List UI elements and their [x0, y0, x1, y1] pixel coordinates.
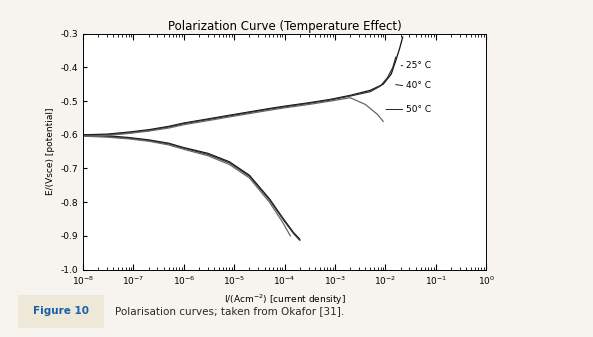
Title: Polarization Curve (Temperature Effect): Polarization Curve (Temperature Effect): [168, 20, 401, 33]
Text: Figure 10: Figure 10: [33, 306, 90, 316]
Y-axis label: E/(Vsce) [potential]: E/(Vsce) [potential]: [46, 108, 55, 195]
X-axis label: I/(Acm$^{-2}$) [current density]: I/(Acm$^{-2}$) [current density]: [224, 293, 346, 307]
Text: 25° C: 25° C: [406, 61, 431, 70]
Text: 50° C: 50° C: [406, 105, 431, 114]
FancyBboxPatch shape: [18, 295, 104, 328]
Text: Polarisation curves; taken from Okafor [31].: Polarisation curves; taken from Okafor […: [115, 306, 345, 316]
Text: 40° C: 40° C: [406, 82, 431, 90]
